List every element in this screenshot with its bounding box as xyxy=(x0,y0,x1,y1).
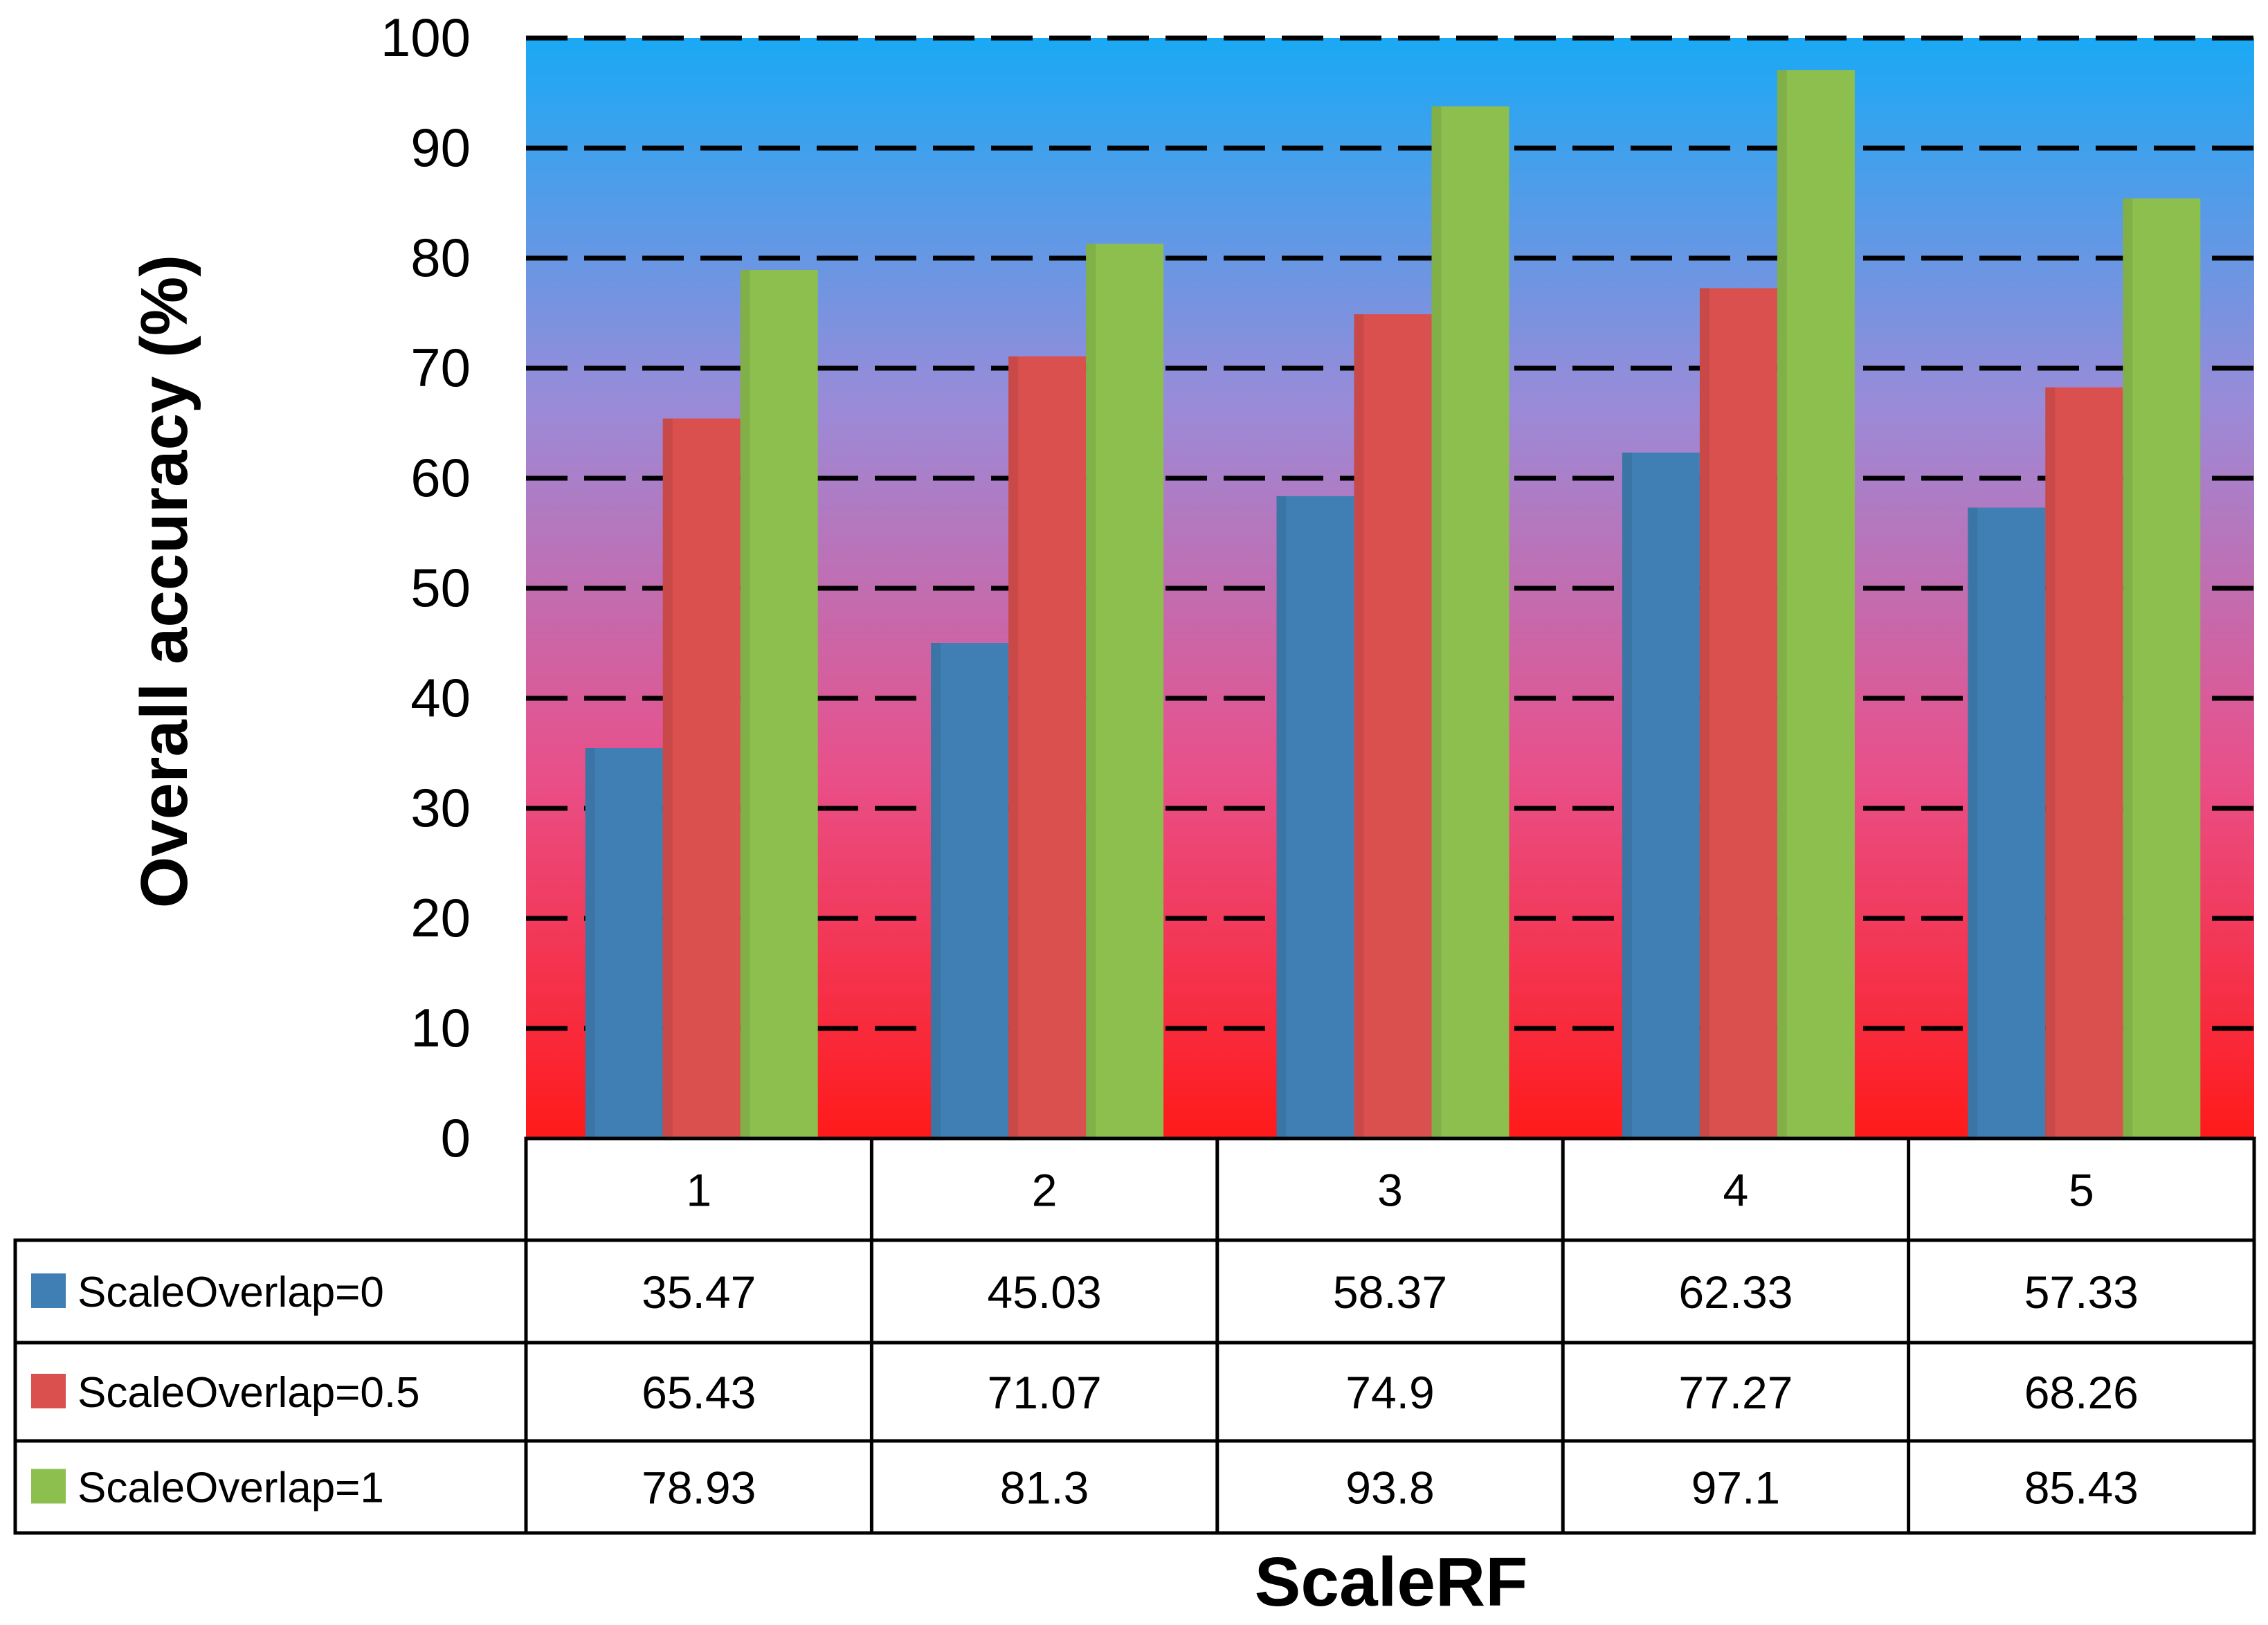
data-label: 81.3 xyxy=(1000,1462,1089,1514)
y-tick-label: 70 xyxy=(410,337,471,398)
y-tick-label: 100 xyxy=(381,7,471,68)
bar-shade xyxy=(1622,452,1632,1138)
y-tick-label: 90 xyxy=(410,117,471,178)
bar-scaleoverlap-0-5-cat-5 xyxy=(2045,387,2123,1138)
y-axis-label: Overall accuracy (%) xyxy=(127,255,201,909)
data-label: 85.43 xyxy=(2024,1462,2139,1514)
legend-swatch xyxy=(31,1374,66,1408)
bar-scaleoverlap-1-cat-2 xyxy=(1086,244,1164,1139)
table-body xyxy=(13,1238,2256,1535)
data-label: 97.1 xyxy=(1691,1462,1780,1514)
bar-scaleoverlap-1-cat-5 xyxy=(2123,198,2201,1139)
x-tick-label: 1 xyxy=(686,1165,711,1216)
table-header-row xyxy=(524,1136,2256,1242)
legend-label: ScaleOverlap=0.5 xyxy=(78,1369,420,1417)
bar-shade xyxy=(585,748,595,1138)
bar-shade xyxy=(1276,496,1287,1138)
x-tick-label: 3 xyxy=(1377,1165,1403,1216)
data-label: 78.93 xyxy=(642,1462,756,1514)
data-label: 71.07 xyxy=(988,1367,1102,1418)
x-axis-label: ScaleRF xyxy=(1255,1543,1528,1621)
bar-shade xyxy=(1699,288,1709,1139)
x-tick-label: 4 xyxy=(1723,1165,1749,1216)
bar-shade xyxy=(740,270,750,1139)
data-label: 62.33 xyxy=(1678,1267,1793,1318)
bar-shade xyxy=(1431,106,1442,1139)
bar-scaleoverlap-1-cat-3 xyxy=(1431,106,1509,1139)
data-label: 74.9 xyxy=(1345,1367,1434,1418)
bar-scaleoverlap-0-5-cat-3 xyxy=(1354,314,1432,1139)
legend-swatch xyxy=(31,1469,66,1504)
x-tick-label: 5 xyxy=(2069,1165,2094,1216)
bar-shade xyxy=(1008,356,1019,1138)
bar-scaleoverlap-0-cat-4 xyxy=(1622,452,1700,1138)
bar-scaleoverlap-0-5-cat-2 xyxy=(1008,356,1087,1138)
data-label: 68.26 xyxy=(2024,1367,2139,1418)
y-tick-label: 30 xyxy=(410,777,471,838)
bar-shade xyxy=(1968,507,1978,1138)
bar-shade xyxy=(931,643,941,1138)
bar-shade xyxy=(2045,387,2056,1138)
bar-scaleoverlap-0-cat-2 xyxy=(931,643,1009,1138)
bar-scaleoverlap-0-5-cat-4 xyxy=(1699,288,1777,1139)
y-tick-label: 20 xyxy=(410,887,471,948)
y-axis-ticks: 0 10 20 30 40 50 60 70 80 90 100 xyxy=(381,7,471,1168)
bar-scaleoverlap-0-cat-1 xyxy=(585,748,663,1138)
bar-shade xyxy=(2123,198,2133,1139)
legend-label: ScaleOverlap=1 xyxy=(78,1464,384,1512)
y-tick-label: 50 xyxy=(410,557,471,618)
data-label: 65.43 xyxy=(642,1367,756,1418)
bar-scaleoverlap-0-cat-5 xyxy=(1968,507,2046,1138)
y-tick-label: 0 xyxy=(441,1107,471,1168)
bar-shade xyxy=(1354,314,1364,1139)
bar-scaleoverlap-1-cat-1 xyxy=(740,270,818,1139)
x-tick-label: 2 xyxy=(1032,1165,1058,1216)
y-tick-label: 40 xyxy=(410,667,471,728)
data-label: 93.8 xyxy=(1345,1462,1434,1514)
data-label: 45.03 xyxy=(988,1267,1102,1318)
bar-shade xyxy=(1777,70,1787,1139)
data-label: 58.37 xyxy=(1333,1267,1447,1318)
legend-swatch xyxy=(31,1273,66,1308)
bars xyxy=(585,70,2201,1139)
legend-label: ScaleOverlap=0 xyxy=(78,1269,384,1316)
data-label: 77.27 xyxy=(1678,1367,1793,1418)
data-label: 57.33 xyxy=(2024,1267,2139,1318)
data-label: 35.47 xyxy=(642,1267,756,1318)
data-table: 1 2 3 4 5 ScaleOverlap=0 35.47 45.03 58.37 62.33 5… xyxy=(13,1136,2256,1535)
bar-scaleoverlap-0-cat-3 xyxy=(1276,496,1354,1138)
y-tick-label: 80 xyxy=(410,227,471,288)
bar-shade xyxy=(1086,244,1096,1139)
bar-scaleoverlap-0-5-cat-1 xyxy=(662,418,741,1138)
bar-scaleoverlap-1-cat-4 xyxy=(1777,70,1855,1139)
bar-shade xyxy=(662,418,673,1138)
y-tick-label: 10 xyxy=(410,997,471,1058)
y-tick-label: 60 xyxy=(410,447,471,508)
